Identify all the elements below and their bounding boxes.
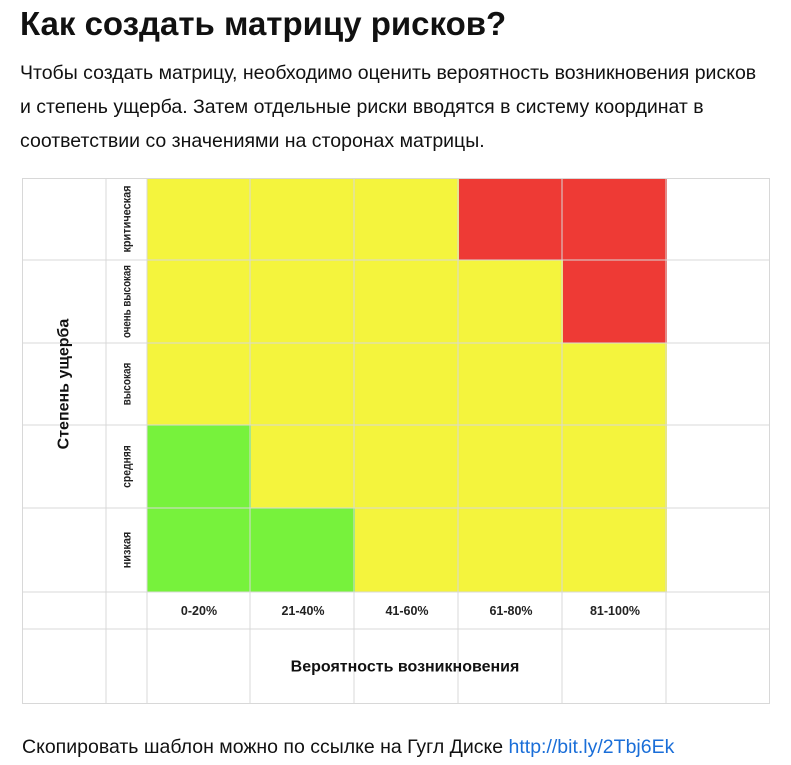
matrix-cell-yellow (563, 425, 667, 508)
y-tick-label: средняя (120, 445, 134, 488)
page-title: Как создать матрицу рисков? (20, 5, 507, 42)
matrix-cell-yellow (355, 425, 459, 508)
x-tick-label: 81-100% (590, 604, 640, 618)
matrix-cell-red (563, 178, 667, 260)
y-tick-label: низкая (120, 532, 134, 569)
intro-paragraph: Чтобы создать матрицу, необходимо оценит… (20, 62, 757, 152)
x-tick-label: 41-60% (385, 604, 428, 618)
x-tick-label: 21-40% (281, 604, 324, 618)
matrix-cell-yellow (355, 260, 459, 343)
matrix-cell-yellow (251, 260, 355, 343)
footer-text: Скопировать шаблон можно по ссылке на Гу… (22, 736, 509, 758)
matrix-cell-yellow (251, 425, 355, 508)
risk-matrix-figure: критическая очень высокая высокая средняя ни… (22, 178, 770, 704)
matrix-cell-yellow (251, 178, 355, 260)
matrix-cell-yellow (147, 178, 251, 260)
matrix-cell-red (563, 260, 667, 343)
matrix-cell-yellow (459, 508, 563, 592)
matrix-cell-yellow (251, 343, 355, 425)
y-tick-label: критическая (120, 185, 134, 252)
y-tick-label: высокая (120, 363, 134, 406)
y-axis-title: Степень ущерба (56, 319, 73, 450)
matrix-cell-yellow (147, 260, 251, 343)
footer-note: Скопировать шаблон можно по ссылке на Гу… (22, 734, 674, 760)
risk-matrix-chart: критическая очень высокая высокая средняя ни… (22, 178, 770, 704)
y-tick-label: очень высокая (120, 265, 134, 338)
matrix-cell-red (459, 178, 563, 260)
x-axis-title: Вероятность возникновения (291, 659, 520, 676)
x-tick-label: 61-80% (489, 604, 532, 618)
matrix-cell-yellow (459, 260, 563, 343)
matrix-cell-yellow (459, 343, 563, 425)
matrix-cell-green (147, 508, 251, 592)
matrix-cell-yellow (355, 508, 459, 592)
matrix-cell-yellow (563, 343, 667, 425)
x-tick-label: 0-20% (181, 604, 217, 618)
matrix-cell-green (251, 508, 355, 592)
matrix-cell-yellow (147, 343, 251, 425)
matrix-cell-yellow (355, 343, 459, 425)
matrix-cell-yellow (459, 425, 563, 508)
template-link[interactable]: http://bit.ly/2Tbj6Ek (508, 736, 675, 758)
matrix-cell-yellow (563, 508, 667, 592)
matrix-cell-yellow (355, 178, 459, 260)
matrix-cell-green (147, 425, 251, 508)
